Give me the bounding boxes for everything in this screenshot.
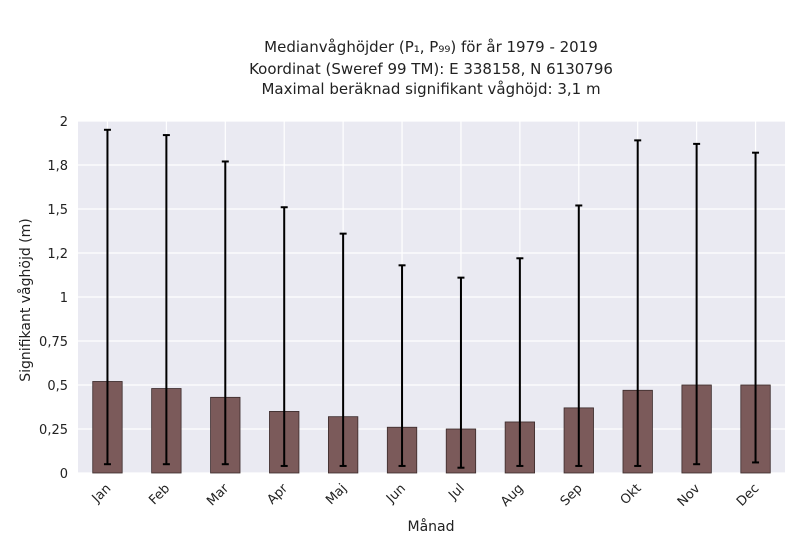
x-tick-label: Maj xyxy=(323,481,350,508)
y-tick-label: 0 xyxy=(60,467,68,482)
x-tick-label: Jun xyxy=(383,481,409,507)
y-tick-label: 1,8 xyxy=(47,159,68,174)
x-axis-label: Månad xyxy=(408,518,455,535)
x-tick-label: Jan xyxy=(89,481,114,506)
y-tick-label: 0,5 xyxy=(47,379,68,394)
chart-title-line-3: Maximal beräknad signifikant våghöjd: 3,… xyxy=(261,80,600,98)
x-tick-label: Okt xyxy=(618,481,645,508)
x-tick-label: Mar xyxy=(204,481,232,509)
x-tick-label: Apr xyxy=(265,481,292,508)
chart-title-line-1: Medianvåghöjder (P₁, P₉₉) för år 1979 - … xyxy=(264,38,598,56)
y-axis-label: Signifikant våghöjd (m) xyxy=(17,218,34,381)
x-axis-ticks: Jan Feb Mar Apr Maj Jun Jul Aug Sep Okt Nov Dec xyxy=(89,481,763,510)
x-tick-label: Nov xyxy=(675,481,704,510)
x-tick-label: Jul xyxy=(445,481,467,503)
y-tick-label: 1 xyxy=(60,291,68,306)
y-tick-label: 2 xyxy=(60,115,68,130)
chart-title: Medianvåghöjder (P₁, P₉₉) för år 1979 - … xyxy=(249,38,613,98)
error-bars xyxy=(103,128,760,469)
y-tick-label: 0,75 xyxy=(39,335,68,350)
y-tick-label: 1,5 xyxy=(47,203,68,218)
x-tick-label: Feb xyxy=(146,481,173,508)
y-axis-ticks: 0 0,25 0,5 0,75 1 1,2 1,5 1,8 2 xyxy=(39,115,68,482)
chart-title-line-2: Koordinat (Sweref 99 TM): E 338158, N 61… xyxy=(249,60,613,78)
x-tick-label: Sep xyxy=(558,481,586,509)
y-tick-label: 1,2 xyxy=(47,247,68,262)
y-tick-label: 0,25 xyxy=(39,423,68,438)
x-tick-label: Aug xyxy=(498,481,527,510)
x-tick-label: Dec xyxy=(734,481,762,509)
